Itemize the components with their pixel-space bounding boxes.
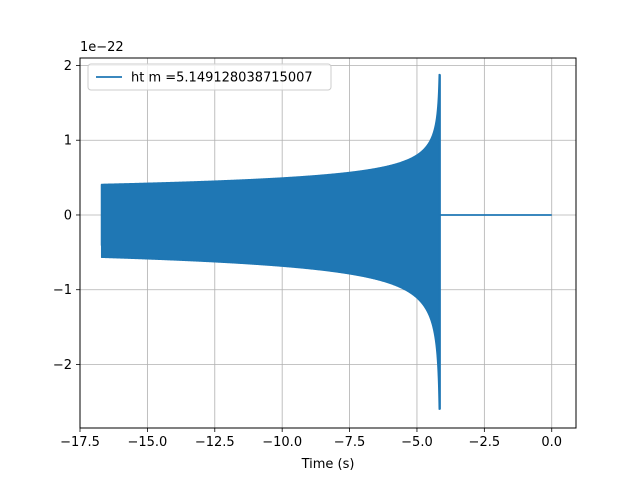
x-axis-label: Time (s)	[301, 457, 355, 472]
x-tick-label: −2.5	[469, 435, 501, 450]
axes-frame	[79, 57, 577, 429]
x-tick-label: −12.5	[195, 435, 235, 450]
y-tick-label: 0	[64, 208, 72, 223]
y-tick-label: −2	[53, 358, 72, 373]
x-tick-label: −15.0	[127, 435, 167, 450]
series-layer	[100, 73, 552, 410]
x-axis-ticks: −17.5 −15.0 −12.5 −10.0 −7.5 −5.0 −2.5 0.0	[60, 428, 562, 450]
y-tick-label: 1	[64, 134, 72, 149]
legend: ht m =5.149128038715007	[87, 63, 332, 91]
legend-entry-label: ht m =5.149128038715007	[131, 71, 313, 86]
x-tick-label: −5.0	[401, 435, 433, 450]
y-tick-label: −1	[53, 283, 72, 298]
waveform-oscillation	[100, 73, 441, 410]
y-scale-factor: 1e−22	[80, 40, 124, 55]
x-tick-label: −17.5	[60, 435, 100, 450]
legend-box	[87, 63, 332, 91]
y-tick-label: 2	[64, 59, 72, 74]
x-tick-label: −7.5	[334, 435, 366, 450]
x-tick-label: 0.0	[541, 435, 562, 450]
x-tick-label: −10.0	[262, 435, 302, 450]
y-axis-ticks: −2 −1 0 1 2	[53, 59, 80, 373]
